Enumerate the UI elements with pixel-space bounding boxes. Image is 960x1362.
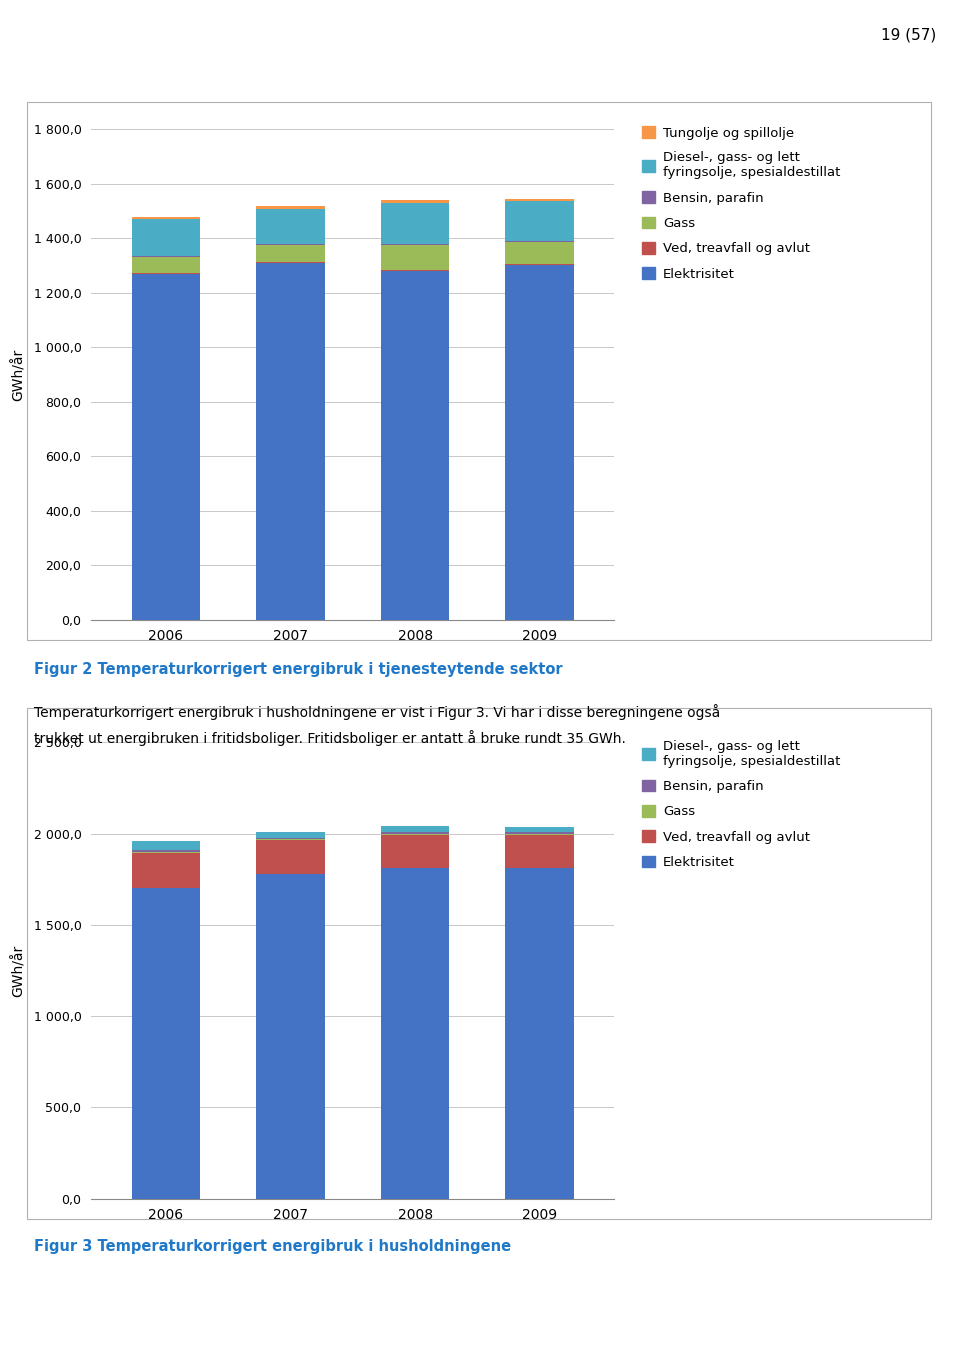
- Bar: [381, 200, 449, 203]
- Bar: [256, 263, 324, 620]
- Text: trukket ut energibruken i fritidsboliger. Fritidsboliger er antatt å bruke rundt: trukket ut energibruken i fritidsboliger…: [34, 730, 626, 746]
- Bar: [256, 245, 324, 262]
- Legend: Diesel-, gass- og lett
fyringsolje, spesialdestillat, Bensin, parafin, Gass, Ved: Diesel-, gass- og lett fyringsolje, spes…: [642, 740, 840, 869]
- Bar: [256, 207, 324, 208]
- Bar: [132, 274, 201, 620]
- Bar: [381, 827, 449, 832]
- Bar: [505, 199, 574, 200]
- Bar: [256, 208, 324, 244]
- Bar: [381, 203, 449, 244]
- Bar: [132, 850, 201, 851]
- Bar: [505, 832, 574, 834]
- Text: Figur 3 Temperaturkorrigert energibruk i husholdningene: Figur 3 Temperaturkorrigert energibruk i…: [34, 1239, 511, 1254]
- Bar: [132, 851, 201, 853]
- Bar: [381, 245, 449, 270]
- Bar: [256, 832, 324, 838]
- Bar: [256, 839, 324, 840]
- Bar: [381, 832, 449, 834]
- Bar: [256, 840, 324, 873]
- Bar: [132, 888, 201, 1199]
- Bar: [381, 834, 449, 835]
- Legend: Tungolje og spillolje, Diesel-, gass- og lett
fyringsolje, spesialdestillat, Ben: Tungolje og spillolje, Diesel-, gass- og…: [642, 127, 840, 281]
- Y-axis label: GWh/år: GWh/år: [11, 349, 25, 400]
- Y-axis label: GWh/år: GWh/år: [11, 944, 25, 997]
- Bar: [505, 868, 574, 1199]
- Bar: [256, 838, 324, 839]
- Bar: [505, 834, 574, 835]
- Text: Temperaturkorrigert energibruk i husholdningene er vist i Figur 3. Vi har i diss: Temperaturkorrigert energibruk i hushold…: [34, 704, 720, 720]
- Bar: [132, 217, 201, 219]
- Bar: [132, 256, 201, 257]
- Bar: [381, 244, 449, 245]
- Bar: [132, 219, 201, 256]
- Bar: [132, 840, 201, 850]
- Bar: [505, 200, 574, 241]
- Bar: [381, 271, 449, 620]
- Bar: [505, 242, 574, 264]
- Bar: [505, 241, 574, 242]
- Bar: [256, 873, 324, 1199]
- Bar: [505, 264, 574, 620]
- Bar: [256, 244, 324, 245]
- Bar: [132, 853, 201, 888]
- Bar: [505, 835, 574, 868]
- Bar: [381, 868, 449, 1199]
- Bar: [505, 827, 574, 832]
- Text: 19 (57): 19 (57): [880, 27, 936, 42]
- Bar: [132, 257, 201, 272]
- Text: Figur 2 Temperaturkorrigert energibruk i tjenesteytende sektor: Figur 2 Temperaturkorrigert energibruk i…: [34, 662, 563, 677]
- Bar: [381, 835, 449, 868]
